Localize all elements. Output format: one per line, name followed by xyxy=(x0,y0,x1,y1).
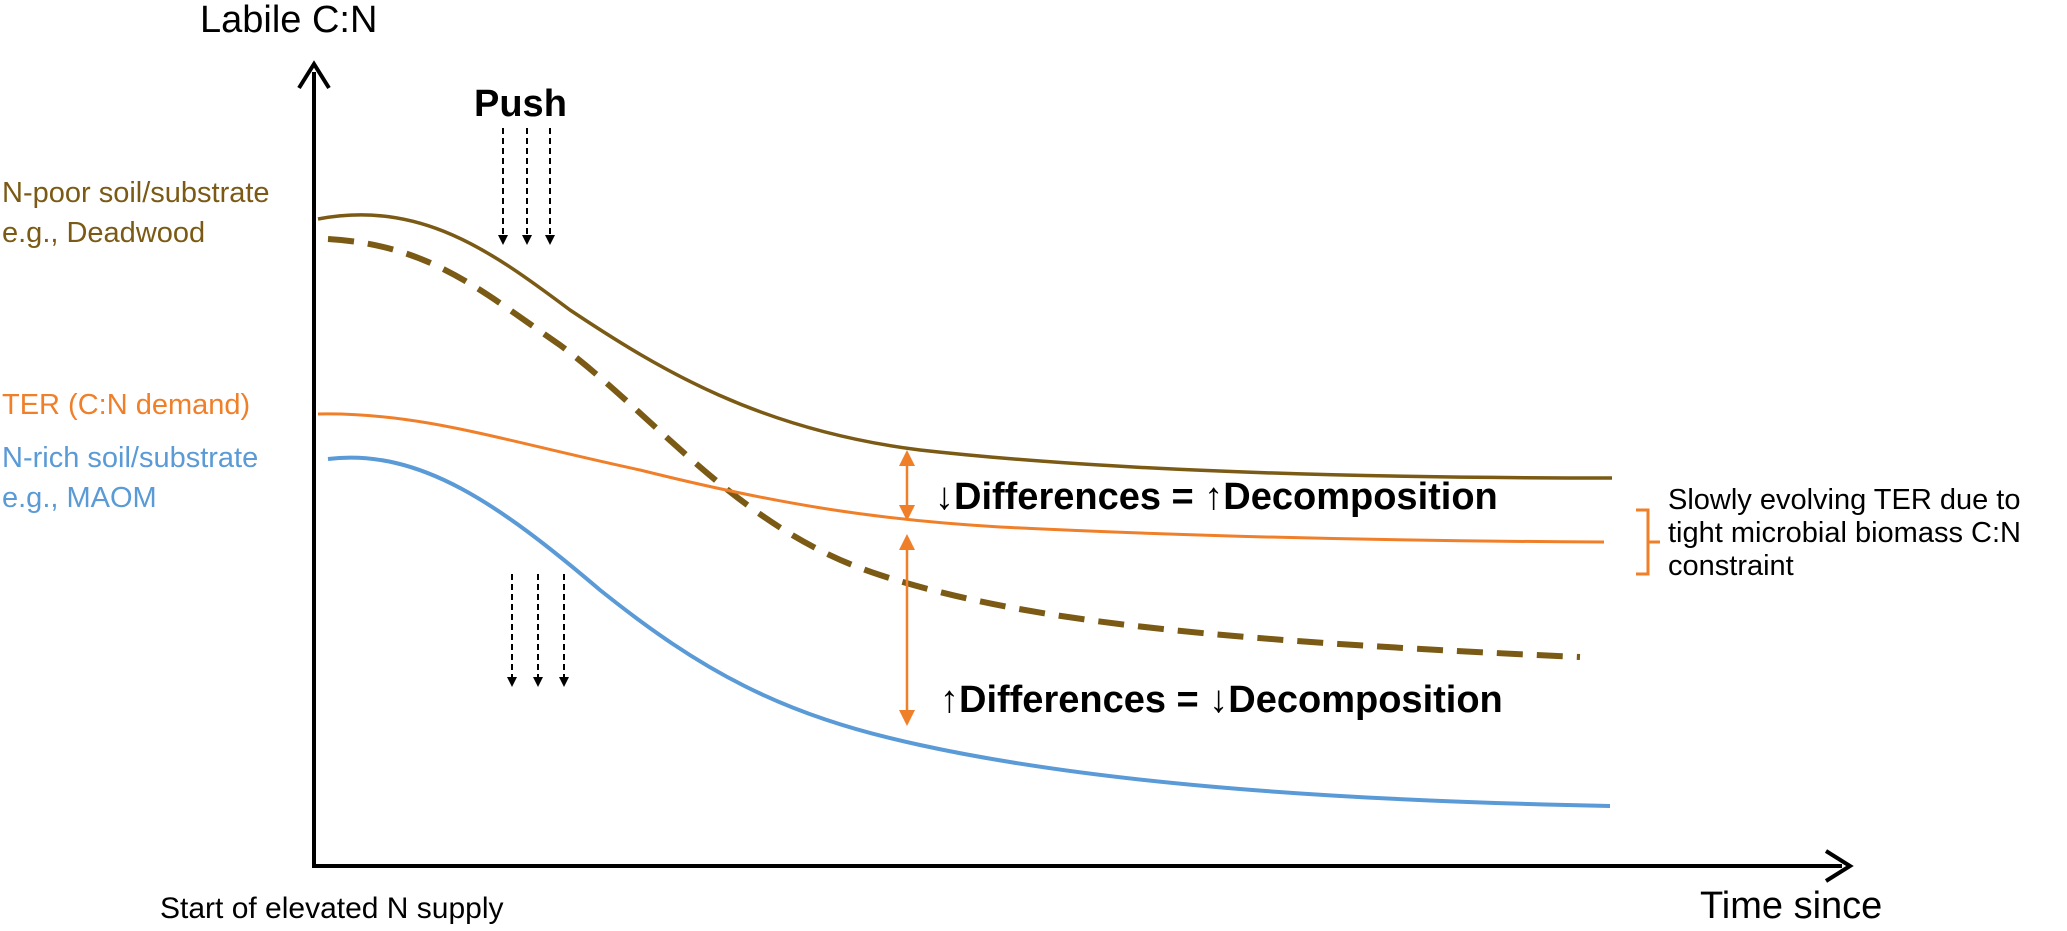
x-axis xyxy=(312,849,1854,883)
ter-note-bracket xyxy=(1636,508,1660,576)
n-rich-example: e.g., MAOM xyxy=(2,482,157,514)
y-axis xyxy=(297,60,331,866)
ter-label: TER (C:N demand) xyxy=(2,389,251,421)
y-axis-label: Labile C:N xyxy=(200,0,378,41)
n-poor-label: N-poor soil/substrate xyxy=(2,177,270,209)
push-arrows-upper xyxy=(498,128,555,245)
annotation-lower-down-arrow: ↓ xyxy=(1209,679,1229,721)
n-rich-label: N-rich soil/substrate xyxy=(2,442,259,474)
n-rich-curve xyxy=(327,455,1611,808)
n-poor-curve xyxy=(317,213,1613,480)
ter-note: Slowly evolving TER due to tight microbi… xyxy=(1668,484,2021,582)
annotation-lower-text-b: Decomposition xyxy=(1228,679,1503,721)
annotation-lower-text-a: Differences = xyxy=(959,679,1210,721)
difference-arrow-lower xyxy=(899,534,915,726)
ter-note-line3: constraint xyxy=(1668,549,1794,582)
difference-arrow-upper xyxy=(899,450,915,521)
annotation-upper: ↓Differences = ↑Decomposition xyxy=(935,475,1498,521)
push-label: Push xyxy=(474,83,567,125)
annotation-lower: ↑Differences = ↓Decomposition xyxy=(940,678,1503,724)
n-poor-dashed-curve xyxy=(327,236,1581,660)
ter-note-line2: tight microbial biomass C:N xyxy=(1668,516,2021,549)
x-origin-label: Start of elevated N supply xyxy=(160,892,504,925)
ter-curve xyxy=(317,412,1605,544)
n-poor-example: e.g., Deadwood xyxy=(2,217,206,249)
x-axis-label: Time since xyxy=(1700,885,1883,927)
annotation-upper-text-a: Differences = xyxy=(954,476,1205,518)
push-arrows-lower xyxy=(507,574,569,687)
annotation-upper-up-arrow: ↑ xyxy=(1204,476,1224,518)
annotation-upper-text-b: Decomposition xyxy=(1223,476,1498,518)
annotation-lower-up-arrow: ↑ xyxy=(940,679,959,721)
annotation-upper-down-arrow: ↓ xyxy=(935,476,954,518)
ter-note-line1: Slowly evolving TER due to xyxy=(1668,484,2021,516)
